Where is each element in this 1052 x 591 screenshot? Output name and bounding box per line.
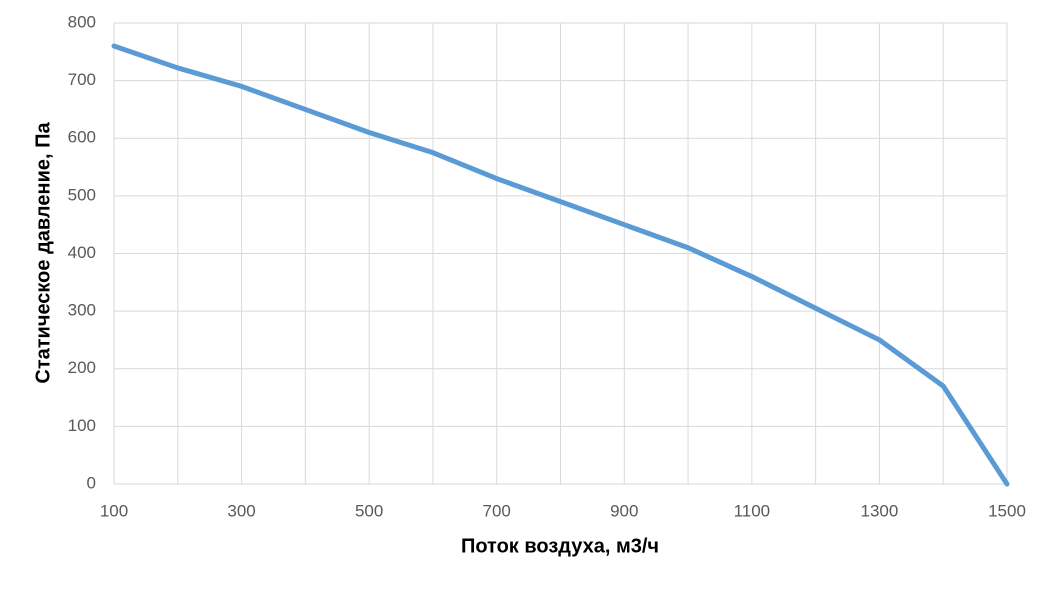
x-tick-label: 300 [227, 501, 255, 520]
y-tick-label: 0 [87, 473, 96, 492]
data-line [111, 43, 1010, 487]
y-axis-title: Статическое давление, Па [32, 122, 54, 384]
y-tick-label: 100 [68, 416, 96, 435]
x-tick-label: 100 [100, 501, 128, 520]
y-tick-label: 800 [68, 12, 96, 31]
x-tick-label: 900 [610, 501, 638, 520]
y-tick-label: 600 [68, 128, 96, 147]
x-axis-title: Поток воздуха, м3/ч [461, 535, 659, 557]
x-tick-label: 500 [355, 501, 383, 520]
x-tick-label: 1300 [861, 501, 899, 520]
y-tick-label: 300 [68, 301, 96, 320]
x-tick-label: 700 [483, 501, 511, 520]
y-tick-label: 700 [68, 70, 96, 89]
x-tick-label: 1500 [988, 501, 1026, 520]
y-tick-label: 400 [68, 243, 96, 262]
x-tick-label: 1100 [734, 501, 771, 520]
y-tick-label: 200 [68, 358, 96, 377]
y-tick-label: 500 [68, 185, 96, 204]
